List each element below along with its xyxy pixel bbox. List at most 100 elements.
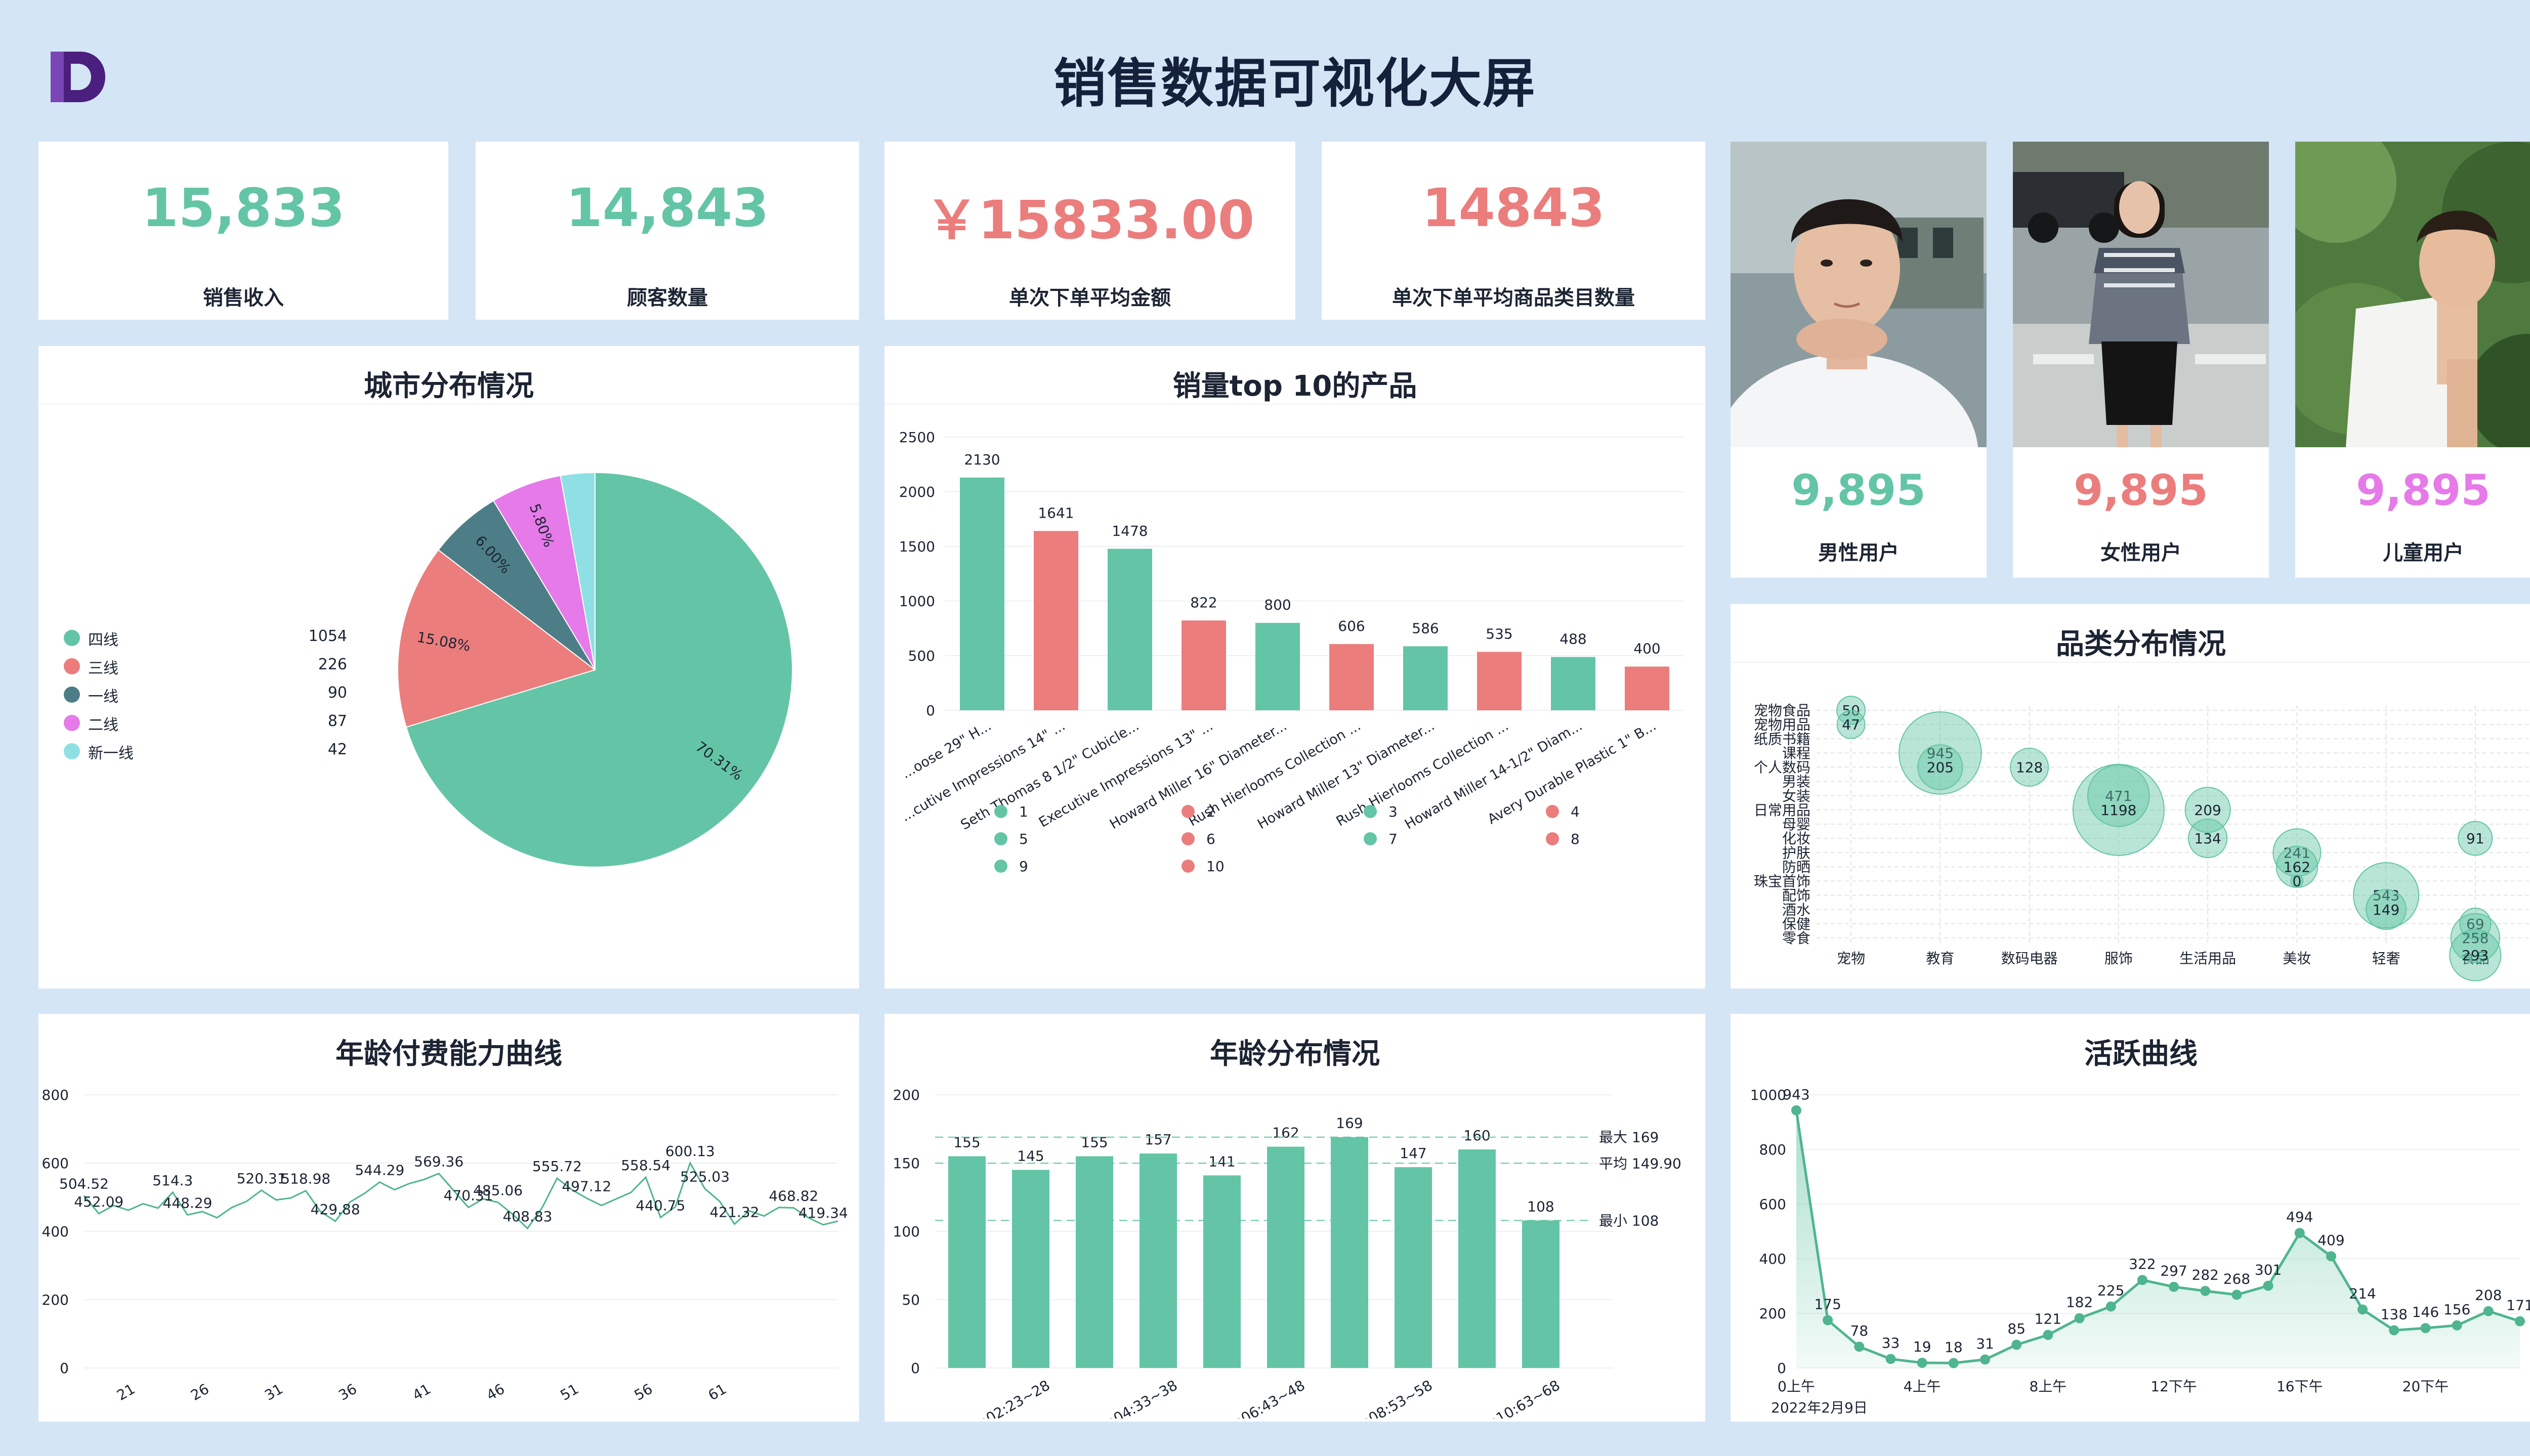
legend-item[interactable]: 新一线 42 [64, 739, 347, 764]
kpi-label: 单次下单平均商品类目数量 [1392, 286, 1635, 310]
x-tick-label: Group10:63~68 [1456, 1377, 1563, 1419]
bar [1255, 623, 1300, 710]
y-tick-label: 宠物食品 [1754, 702, 1810, 719]
bar [1182, 620, 1226, 710]
legend-label: 二线 [88, 716, 118, 734]
data-label: 175 [1814, 1296, 1841, 1313]
legend-label: 1 [1019, 803, 1028, 820]
legend-item[interactable]: 三线 226 [64, 654, 347, 679]
data-point [2389, 1325, 2399, 1336]
bubble-value-label: 91 [2466, 830, 2484, 847]
bar-value-label: 157 [1145, 1131, 1171, 1148]
x-tick-label: 16下午 [2276, 1378, 2323, 1395]
bar-value-label: 145 [1017, 1148, 1044, 1165]
data-point [2357, 1304, 2368, 1315]
data-point [2231, 1290, 2242, 1300]
legend-value: 87 [327, 712, 347, 730]
bubble-value-label: 471 [2105, 788, 2132, 804]
bar [1034, 531, 1078, 710]
bubble-value-label: 209 [2194, 802, 2221, 819]
chart-title: 活跃曲线 [2084, 1038, 2198, 1070]
data-point [1917, 1357, 1927, 1368]
data-label: 138 [2381, 1306, 2408, 1322]
title-divider [38, 404, 859, 405]
y-tick-label: 600 [42, 1155, 69, 1172]
x-tick-label: Group02:23~28 [946, 1377, 1052, 1419]
bubble [2272, 828, 2322, 877]
y-tick-label: 1000 [899, 593, 935, 610]
data-label: 520.31 [237, 1170, 286, 1187]
data-label: 282 [2192, 1267, 2219, 1283]
bubble [1836, 710, 1866, 739]
age-pay-card: 年龄付费能力曲线 0 200 400 600 800 504.52 452.09 514.3 4… [38, 1014, 859, 1422]
y-tick-label: 500 [908, 648, 935, 664]
legend-value: 42 [327, 741, 347, 758]
x-tick-label: 61 [705, 1381, 729, 1404]
legend-label: 新一线 [88, 745, 134, 762]
data-label: 146 [2412, 1304, 2439, 1320]
legend-label: 四线 [88, 631, 118, 649]
data-label: 569.36 [414, 1153, 463, 1170]
bubble [2458, 821, 2493, 856]
bubble [1917, 744, 1963, 790]
user-card-child: 9,895 儿童用户 [2295, 142, 2530, 578]
data-point [2169, 1281, 2179, 1292]
legend-marker [64, 743, 80, 759]
x-tick-label: 服饰 [2104, 950, 2133, 967]
data-label: 171 [2506, 1297, 2530, 1314]
series-area [1796, 1110, 2520, 1368]
legend-label: 2 [1206, 803, 1215, 820]
data-label: 18 [1945, 1339, 1963, 1355]
bar [1329, 644, 1374, 710]
bar-value-label: 606 [1338, 618, 1365, 634]
data-label: 31 [1976, 1335, 1994, 1352]
kpi-card-avg-order-categories: 14843 单次下单平均商品类目数量 [1322, 142, 1705, 320]
bubble-value-label: 0 [2292, 873, 2301, 890]
bubble-value-label: 205 [1927, 759, 1954, 776]
chart-title: 年龄付费能力曲线 [335, 1038, 562, 1070]
bar-value-label: 586 [1412, 620, 1439, 636]
y-tick-label: 2500 [899, 429, 935, 446]
legend-item[interactable]: 一线 90 [64, 682, 347, 707]
x-tick-label: Group04:33~38 [1073, 1377, 1180, 1419]
y-tick-label: 1000 [1750, 1087, 1786, 1103]
bar [1203, 1175, 1241, 1368]
data-label: 497.12 [562, 1178, 611, 1194]
y-tick-label: 酒水 [1782, 902, 1810, 918]
x-tick-label: 轻奢 [2372, 950, 2400, 967]
reference-line-label: 平均 149.90 [1599, 1155, 1681, 1172]
y-tick-label: 个人数码 [1754, 759, 1810, 776]
y-tick-label: 女装 [1782, 788, 1810, 804]
data-label: 19 [1913, 1339, 1931, 1355]
data-point [1823, 1315, 1833, 1325]
y-tick-label: 200 [893, 1087, 920, 1103]
x-tick-label: 31 [262, 1381, 285, 1404]
data-label: 121 [2035, 1311, 2061, 1327]
data-point [2452, 1320, 2462, 1331]
bubble [2449, 929, 2502, 981]
data-point [1980, 1354, 1991, 1365]
data-label: 525.03 [680, 1169, 730, 1185]
bar [1403, 646, 1448, 710]
y-tick-label: 男装 [1782, 774, 1810, 790]
pie-chart: 70.31%15.08%6.00%5.80% [397, 472, 793, 868]
bar [948, 1156, 986, 1368]
bubble [2366, 889, 2407, 930]
y-tick-label: 2000 [899, 484, 935, 500]
bar-value-label: 169 [1336, 1115, 1363, 1132]
legend-item[interactable]: 四线 1054 [64, 625, 347, 651]
logo-icon [51, 52, 105, 102]
bubble-value-label: 162 [2284, 859, 2310, 875]
city-distribution-card: 城市分布情况 四线 1054 三线 226 一线 90 二线 87 新一线 42… [38, 346, 859, 989]
kpi-label: 顾客数量 [627, 286, 708, 310]
legend-item[interactable]: 二线 87 [64, 710, 347, 736]
series-line [1795, 1110, 2520, 1364]
bar-value-label: 800 [1264, 596, 1291, 613]
y-tick-label: 纸质书籍 [1754, 731, 1810, 747]
bubble-value-label: 293 [2462, 947, 2489, 964]
legend-value: 90 [327, 684, 347, 702]
data-label: 600.13 [665, 1143, 715, 1160]
reference-line-label: 最小 108 [1599, 1212, 1659, 1229]
x-tick-label: 4上午 [1904, 1378, 1941, 1395]
